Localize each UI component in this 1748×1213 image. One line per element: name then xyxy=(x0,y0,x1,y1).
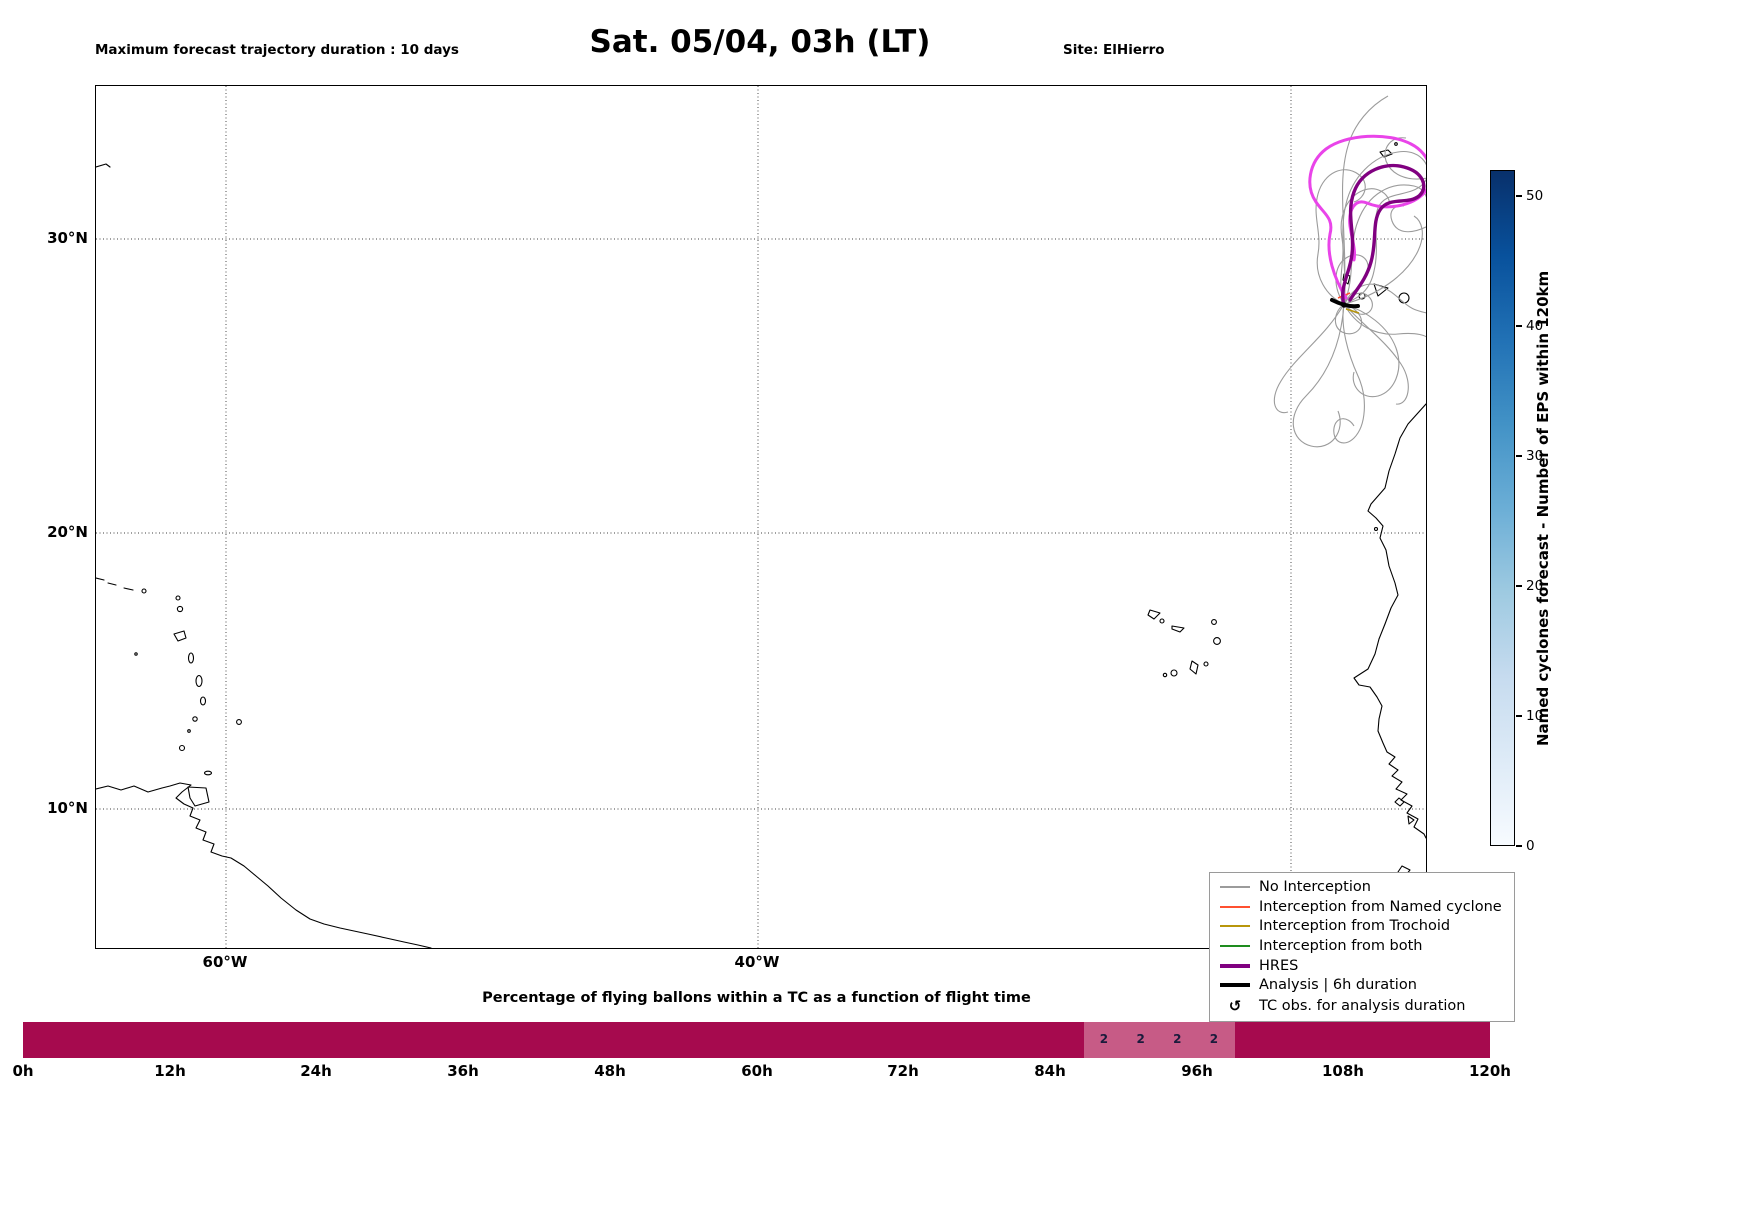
info-site: Site: ElHierro xyxy=(1063,42,1165,58)
legend-item-analysis: Analysis | 6h duration xyxy=(1220,977,1504,993)
legend-item-trochoid: Interception from Trochoid xyxy=(1220,918,1504,934)
colorbar-tickmark xyxy=(1516,455,1522,457)
x-tick-48h: 48h xyxy=(594,1062,626,1080)
coastline-south-america xyxy=(95,782,432,949)
coastline-africa xyxy=(1353,403,1427,839)
colorbar-tick-20: 20 xyxy=(1526,578,1544,594)
trajectory xyxy=(1343,283,1429,314)
x-tick-84h: 84h xyxy=(1034,1062,1066,1080)
trajectory xyxy=(1340,188,1391,305)
legend-item-named-cyclone: Interception from Named cyclone xyxy=(1220,899,1504,915)
strip-bar-value: 2 xyxy=(1209,1032,1219,1046)
legend-item-both: Interception from both xyxy=(1220,938,1504,954)
lon-tick-60w: 60°W xyxy=(202,953,248,971)
legend-item-no-interception: No Interception xyxy=(1220,879,1504,895)
legend-label: HRES xyxy=(1259,957,1299,974)
colorbar-tick-40: 40 xyxy=(1526,318,1544,334)
x-tick-60h: 60h xyxy=(741,1062,773,1080)
colorbar-tickmark xyxy=(1516,845,1522,847)
lat-tick-10n: 10°N xyxy=(47,799,88,817)
legend-label: Interception from Trochoid xyxy=(1259,918,1451,935)
lon-tick-40w: 40°W xyxy=(734,953,780,971)
trochoid-interception-segment xyxy=(1345,308,1360,314)
lat-tick-30n: 30°N xyxy=(47,229,88,247)
x-tick-108h: 108h xyxy=(1322,1062,1364,1080)
legend-label: Analysis | 6h duration xyxy=(1259,977,1417,994)
trajectory xyxy=(1343,303,1409,405)
colorbar-tickmark xyxy=(1516,715,1522,717)
colorbar-tick-10: 10 xyxy=(1526,708,1544,724)
graticule xyxy=(96,86,1426,948)
trajectory xyxy=(1343,215,1423,305)
map-legend: No Interception Interception from Named … xyxy=(1209,872,1515,1022)
x-tick-96h: 96h xyxy=(1181,1062,1213,1080)
x-tick-0h: 0h xyxy=(12,1062,34,1080)
colorbar-tick-50: 50 xyxy=(1526,188,1544,204)
strip-chart-title: Percentage of flying ballons within a TC… xyxy=(482,990,1031,1006)
tc-obs-icon: ↺ xyxy=(1228,997,1242,1016)
legend-label: No Interception xyxy=(1259,878,1371,895)
legend-swatch-no-interception xyxy=(1220,885,1250,888)
figure-title: Sat. 05/04, 03h (LT) xyxy=(589,24,931,60)
eps-trajectories xyxy=(1273,95,1429,448)
trajectory xyxy=(1315,169,1366,305)
trajectory xyxy=(1341,95,1389,305)
x-tick-12h: 12h xyxy=(154,1062,186,1080)
colorbar-tickmark xyxy=(1516,195,1522,197)
colorbar-tickmark xyxy=(1516,325,1522,327)
strip-bar-value: 2 xyxy=(1136,1032,1145,1046)
lat-tick-20n: 20°N xyxy=(47,523,88,541)
legend-swatch-both xyxy=(1220,944,1250,947)
map-canvas: No Interception Interception from Named … xyxy=(95,85,1515,1022)
strip-chart-highlight-segment xyxy=(1083,1022,1235,1058)
trajectory xyxy=(1343,303,1429,339)
strip-bar-value: 2 xyxy=(1173,1032,1182,1046)
islands-cape-verde xyxy=(1147,609,1221,678)
legend-label: Interception from Named cyclone xyxy=(1259,898,1502,915)
x-tick-120h: 120h xyxy=(1469,1062,1511,1080)
island-trinidad xyxy=(187,786,210,807)
colorbar-tick-0: 0 xyxy=(1526,838,1535,854)
legend-swatch-trochoid xyxy=(1220,925,1250,928)
legend-swatch-hres xyxy=(1220,963,1250,968)
x-tick-24h: 24h xyxy=(300,1062,332,1080)
colorbar-tick-30: 30 xyxy=(1526,448,1544,464)
islands-lesser-antilles xyxy=(95,577,242,776)
coastlines xyxy=(95,142,1427,949)
legend-item-hres: HRES xyxy=(1220,958,1504,974)
trajectory xyxy=(1390,205,1429,233)
legend-item-tc-obs: ↺ TC obs. for analysis duration xyxy=(1220,997,1504,1015)
island-bermuda xyxy=(95,163,111,168)
strip-bar-value: 2 xyxy=(1099,1032,1109,1046)
colorbar-tickmark xyxy=(1516,585,1522,587)
deployment-point xyxy=(1341,302,1347,308)
legend-label: Interception from both xyxy=(1259,937,1423,954)
legend-swatch-analysis xyxy=(1220,983,1250,988)
strip-chart-bar: 2 2 2 2 xyxy=(23,1022,1490,1058)
legend-label: TC obs. for analysis duration xyxy=(1259,998,1466,1015)
colorbar-label: Named cyclones forecast - Number of EPS … xyxy=(1534,270,1552,746)
trajectory xyxy=(1273,303,1345,414)
x-tick-36h: 36h xyxy=(447,1062,479,1080)
map-svg xyxy=(95,86,1433,949)
colorbar-gradient xyxy=(1490,170,1515,846)
legend-swatch-named-cyclone xyxy=(1220,905,1250,908)
trajectory xyxy=(1333,303,1365,444)
trajectory xyxy=(1335,254,1369,305)
param-max-duration: Maximum forecast trajectory duration : 1… xyxy=(95,42,459,58)
trajectory xyxy=(1384,137,1429,180)
hres-trajectory xyxy=(1341,163,1426,308)
x-tick-72h: 72h xyxy=(887,1062,919,1080)
trajectory xyxy=(1343,303,1400,398)
trajectory xyxy=(1292,303,1345,448)
